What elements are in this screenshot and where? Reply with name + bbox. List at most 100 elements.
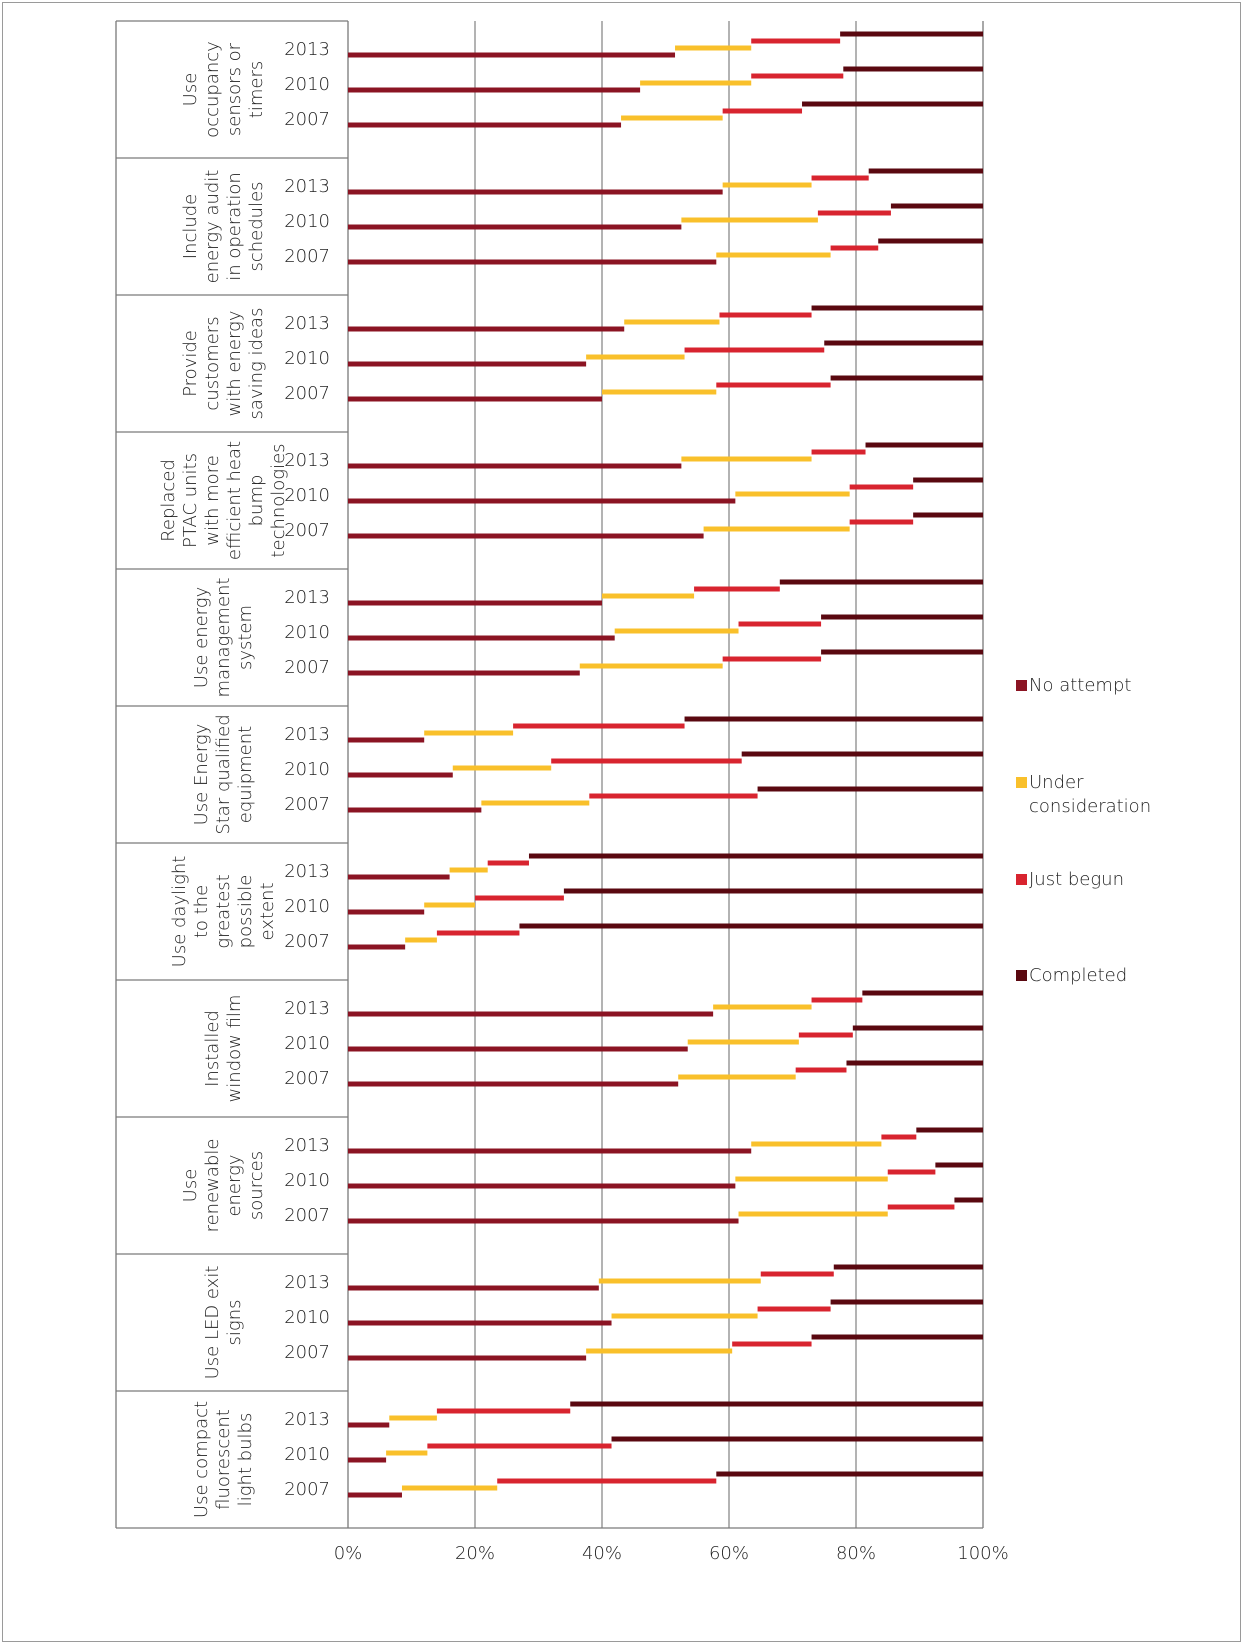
- bar-segment: [954, 1197, 983, 1203]
- year-label: 2007: [284, 1342, 330, 1363]
- year-label: 2007: [284, 246, 330, 267]
- bar-segment: [348, 396, 602, 402]
- bar-segment: [751, 73, 844, 79]
- year-label: 2013: [284, 587, 330, 608]
- legend-swatch: [1016, 777, 1027, 788]
- bar-segment: [684, 716, 983, 722]
- bar-segment: [449, 867, 488, 873]
- bar-segment: [348, 772, 453, 778]
- year-label: 2013: [284, 1135, 330, 1156]
- bar-segment: [389, 1415, 437, 1421]
- bar-segment: [614, 628, 739, 634]
- category-label: sensors or: [224, 42, 245, 136]
- bar-segment: [348, 1457, 387, 1463]
- category-label: Star qualified: [213, 714, 234, 834]
- category-label: saving ideas: [246, 308, 267, 420]
- year-label: 2007: [284, 794, 330, 815]
- bar-segment: [817, 210, 891, 216]
- year-label: 2010: [284, 211, 330, 232]
- bar-segment: [348, 52, 676, 58]
- bar-segment: [887, 1169, 936, 1175]
- bar-segment: [716, 252, 831, 258]
- bar-segment: [798, 1032, 853, 1038]
- bar-segment: [738, 1211, 888, 1217]
- x-tick-label: 40%: [582, 1543, 622, 1564]
- bar-segment: [427, 1443, 612, 1449]
- bar-segment: [348, 326, 625, 332]
- bar-segment: [865, 442, 983, 448]
- bar-segment: [481, 800, 590, 806]
- bar-segment: [348, 1320, 612, 1326]
- bar-segment: [849, 484, 914, 490]
- bar-segment: [589, 793, 758, 799]
- bar-segment: [887, 1204, 955, 1210]
- category-label: technologies: [268, 443, 289, 557]
- bar-segment: [602, 389, 717, 395]
- bar-segment: [348, 1148, 752, 1154]
- bar-segment: [811, 175, 869, 181]
- bar-segment: [348, 807, 482, 813]
- bar-segment: [722, 656, 822, 662]
- bar-segment: [348, 463, 682, 469]
- category-label: to the: [191, 885, 212, 938]
- category-label: Use Energy: [191, 724, 212, 826]
- bar-segment: [348, 533, 704, 539]
- bar-segment: [487, 860, 529, 866]
- category-label: with more: [202, 455, 223, 546]
- bar-segment: [916, 1127, 983, 1133]
- x-tick-label: 0%: [334, 1543, 363, 1564]
- category-label: system: [235, 605, 256, 670]
- category-label: Use compact: [191, 1401, 212, 1518]
- bar-segment: [348, 1081, 679, 1087]
- year-label: 2013: [284, 176, 330, 197]
- year-label: 2007: [284, 109, 330, 130]
- bar-segment: [681, 456, 812, 462]
- bar-segment: [401, 1485, 498, 1491]
- legend-swatch: [1016, 970, 1027, 981]
- bar-segment: [751, 1141, 882, 1147]
- bar-segment: [735, 1176, 888, 1182]
- legend-swatch: [1016, 874, 1027, 885]
- bar-segment: [722, 182, 812, 188]
- category-label: possible: [235, 875, 256, 949]
- category-label: Use: [180, 1169, 201, 1203]
- category-label: greatest: [213, 874, 234, 948]
- bar-segment: [570, 1401, 983, 1407]
- bar-segment: [802, 101, 983, 107]
- bar-segment: [640, 80, 752, 86]
- bar-segment: [563, 888, 983, 894]
- bar-segment: [716, 382, 831, 388]
- year-label: 2013: [284, 1409, 330, 1430]
- category-label: Replaced: [158, 459, 179, 542]
- bar-segment: [348, 1011, 714, 1017]
- bar-segment: [681, 217, 818, 223]
- bar-segment: [513, 723, 685, 729]
- category-label: Use energy: [191, 587, 212, 688]
- year-label: 2013: [284, 39, 330, 60]
- bar-segment: [890, 203, 983, 209]
- year-label: 2013: [284, 724, 330, 745]
- bar-segment: [348, 874, 450, 880]
- year-label: 2010: [284, 348, 330, 369]
- bar-segment: [586, 1348, 733, 1354]
- bar-segment: [579, 663, 723, 669]
- year-label: 2013: [284, 861, 330, 882]
- bar-segment: [348, 224, 682, 230]
- bar-segment: [824, 340, 983, 346]
- legend-label: Under: [1029, 772, 1084, 793]
- bar-segment: [348, 737, 425, 743]
- category-label: light bulbs: [235, 1413, 256, 1507]
- category-label: energy audit: [202, 170, 223, 284]
- bar-segment: [741, 751, 983, 757]
- bar-segment: [913, 512, 983, 518]
- x-tick-label: 20%: [455, 1543, 495, 1564]
- bar-segment: [852, 1025, 983, 1031]
- bar-segment: [348, 944, 406, 950]
- category-label: bump: [246, 475, 267, 527]
- bar-segment: [424, 902, 475, 908]
- year-label: 2010: [284, 1307, 330, 1328]
- year-label: 2010: [284, 1170, 330, 1191]
- category-label: with energy: [224, 310, 245, 416]
- bar-segment: [528, 853, 983, 859]
- x-tick-label: 60%: [709, 1543, 749, 1564]
